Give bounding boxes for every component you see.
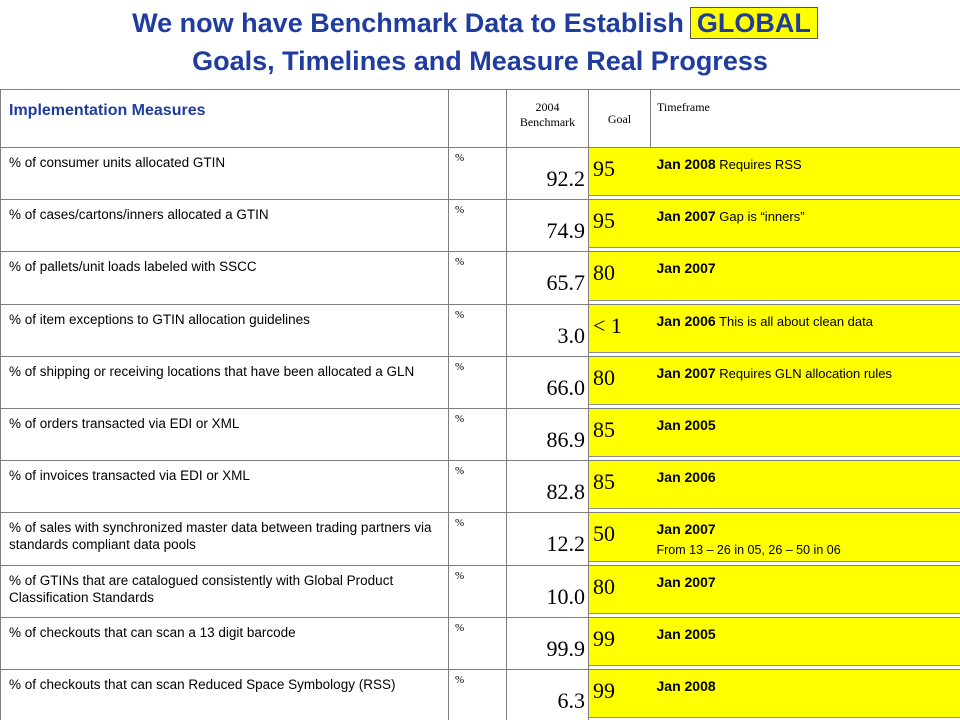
unit-cell: % [448, 564, 507, 618]
table-row: % of sales with synchronized master data… [0, 512, 960, 566]
timeframe-date: Jan 2007 [656, 364, 716, 381]
benchmark-cell: 99.9 [506, 616, 589, 670]
measure-cell: % of item exceptions to GTIN allocation … [0, 303, 449, 357]
goal-cell: 95 [588, 146, 651, 201]
unit-cell: % [448, 303, 507, 357]
unit-cell: % [448, 668, 507, 720]
measure-cell: % of shipping or receiving locations tha… [0, 355, 449, 409]
table-row: % of item exceptions to GTIN allocation … [0, 303, 960, 357]
table-row: % of GTINs that are catalogued consisten… [0, 564, 960, 618]
table-row: % of checkouts that can scan Reduced Spa… [0, 668, 960, 720]
benchmark-cell: 12.2 [506, 512, 589, 566]
goal-cell: < 1 [588, 303, 651, 357]
table-row: % of invoices transacted via EDI or XML%… [0, 460, 960, 514]
timeframe-note: Gap is “inners” [719, 209, 805, 225]
timeframe-date: Jan 2008 [656, 677, 716, 694]
timeframe-date: Jan 2007 [656, 521, 716, 538]
title-highlight-global: GLOBAL [689, 7, 818, 39]
timeframe-date: Jan 2007 [656, 208, 716, 225]
goal-cell: 80 [588, 564, 651, 618]
goal-cell: 99 [588, 668, 651, 720]
unit-cell: % [448, 199, 507, 253]
measure-cell: % of invoices transacted via EDI or XML [0, 460, 449, 514]
unit-cell: % [448, 407, 507, 462]
title-line-1: We now have Benchmark Data to Establish G… [0, 4, 960, 42]
timeframe-cell: Jan 2005 [650, 616, 960, 670]
table-row: % of consumer units allocated GTIN% 92.2 9… [0, 146, 960, 201]
timeframe-cell: Jan 2006 [650, 460, 960, 514]
header-implementation-measures: Implementation Measures [0, 89, 449, 148]
header-unit [448, 89, 507, 148]
timeframe-date: Jan 2006 [656, 469, 716, 486]
goal-cell: 99 [588, 616, 651, 670]
timeframe-cell: Jan 2007 Gap is “inners” [650, 199, 960, 253]
timeframe-date: Jan 2007 [656, 573, 716, 590]
timeframe-date: Jan 2006 [656, 312, 716, 329]
benchmark-cell: 65.7 [506, 251, 589, 305]
table-row: % of orders transacted via EDI or XML% 86… [0, 407, 960, 462]
timeframe-cell: Jan 2007 From 13 – 26 in 05, 26 – 50 in … [650, 512, 960, 566]
measure-cell: % of GTINs that are catalogued consisten… [0, 564, 449, 618]
unit-cell: % [448, 355, 507, 409]
measures-table: Implementation Measures 2004 Benchmark G… [0, 89, 960, 720]
benchmark-cell: 6.3 [506, 668, 589, 720]
measure-cell: % of consumer units allocated GTIN [0, 146, 449, 201]
timeframe-cell: Jan 2008 Requires RSS [650, 146, 960, 201]
table-row: % of pallets/unit loads labeled with SSC… [0, 251, 960, 305]
measures-table-container: Implementation Measures 2004 Benchmark G… [0, 89, 960, 720]
header-benchmark: 2004 Benchmark [506, 89, 589, 148]
measure-cell: % of pallets/unit loads labeled with SSC… [0, 251, 449, 305]
goal-cell: 80 [588, 355, 651, 409]
benchmark-cell: 66.0 [506, 355, 589, 409]
measure-cell: % of cases/cartons/inners allocated a GT… [0, 199, 449, 253]
benchmark-cell: 10.0 [506, 564, 589, 618]
measure-cell: % of checkouts that can scan Reduced Spa… [0, 668, 449, 720]
goal-cell: 85 [588, 407, 651, 462]
timeframe-cell: Jan 2005 [650, 407, 960, 462]
benchmark-cell: 3.0 [506, 303, 589, 357]
benchmark-cell: 92.2 [506, 146, 589, 201]
benchmark-cell: 74.9 [506, 199, 589, 253]
table-header-row: Implementation Measures 2004 Benchmark G… [0, 89, 960, 148]
timeframe-date: Jan 2008 [656, 156, 716, 172]
timeframe-date: Jan 2005 [656, 416, 716, 433]
unit-cell: % [448, 251, 507, 305]
goal-cell: 80 [588, 251, 651, 305]
unit-cell: % [448, 146, 507, 201]
table-row: % of checkouts that can scan a 13 digit … [0, 616, 960, 670]
unit-cell: % [448, 460, 507, 514]
timeframe-cell: Jan 2008 [650, 668, 960, 720]
unit-cell: % [448, 616, 507, 670]
header-goal: Goal [588, 89, 651, 148]
measure-cell: % of sales with synchronized master data… [0, 512, 449, 566]
title-line-2: Goals, Timelines and Measure Real Progre… [192, 46, 768, 76]
header-timeframe: Timeframe [650, 89, 960, 148]
timeframe-date: Jan 2007 [656, 260, 716, 277]
timeframe-cell: Jan 2006 This is all about clean data [650, 303, 960, 357]
measure-cell: % of orders transacted via EDI or XML [0, 407, 449, 462]
timeframe-cell: Jan 2007 Requires GLN allocation rules [650, 355, 960, 409]
table-body: % of consumer units allocated GTIN% 92.2 9… [0, 146, 960, 720]
table-row: % of cases/cartons/inners allocated a GT… [0, 199, 960, 253]
goal-cell: 95 [588, 199, 651, 253]
unit-cell: % [448, 512, 507, 566]
timeframe-note: Requires GLN allocation rules [719, 365, 892, 381]
table-row: % of shipping or receiving locations tha… [0, 355, 960, 409]
timeframe-note-detail: From 13 – 26 in 05, 26 – 50 in 06 [656, 543, 841, 558]
goal-cell: 85 [588, 460, 651, 514]
measure-cell: % of checkouts that can scan a 13 digit … [0, 616, 449, 670]
timeframe-cell: Jan 2007 [650, 564, 960, 618]
timeframe-cell: Jan 2007 [650, 251, 960, 305]
goal-cell: 50 [588, 512, 651, 566]
benchmark-cell: 82.8 [506, 460, 589, 514]
benchmark-cell: 86.9 [506, 407, 589, 462]
slide-title: We now have Benchmark Data to Establish G… [0, 4, 960, 80]
timeframe-date: Jan 2005 [656, 625, 716, 642]
timeframe-note: This is all about clean data [719, 313, 873, 329]
timeframe-note: Requires RSS [719, 157, 802, 172]
